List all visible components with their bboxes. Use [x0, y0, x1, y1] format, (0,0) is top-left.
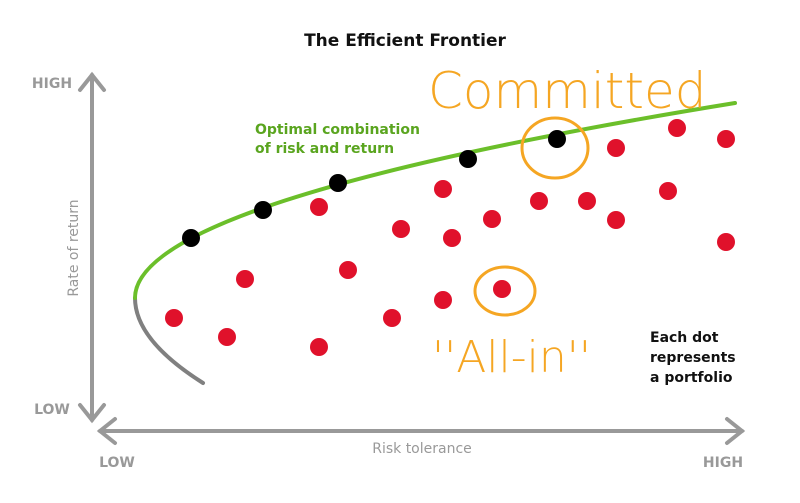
frontier-dots	[182, 130, 566, 247]
frontier-curve	[133, 101, 737, 300]
highlight-circles	[473, 116, 590, 317]
committed-note: Committed	[428, 62, 707, 120]
y-high: HIGH	[32, 76, 72, 92]
note: Each dot represents a portfolio	[650, 330, 741, 386]
y-axis-label: Rate of return	[66, 199, 82, 296]
curve-label-line: Optimal combination	[255, 122, 420, 138]
x-axis-label: Risk tolerance	[372, 441, 472, 457]
curve-label-line: of risk and return	[255, 141, 394, 157]
axes	[78, 71, 746, 445]
note-line: represents	[650, 350, 736, 366]
title: The Efficient Frontier	[304, 31, 506, 51]
inefficient-curve	[133, 296, 205, 385]
y-low: LOW	[34, 402, 70, 418]
note-line: Each dot	[650, 330, 719, 346]
curve-label: Optimal combination of risk and return	[255, 122, 425, 157]
x-high: HIGH	[703, 455, 743, 471]
all-in-note: ''All-in''	[432, 332, 591, 383]
note-line: a portfolio	[650, 370, 733, 386]
portfolio-dots	[165, 119, 735, 356]
x-low: LOW	[99, 455, 135, 471]
